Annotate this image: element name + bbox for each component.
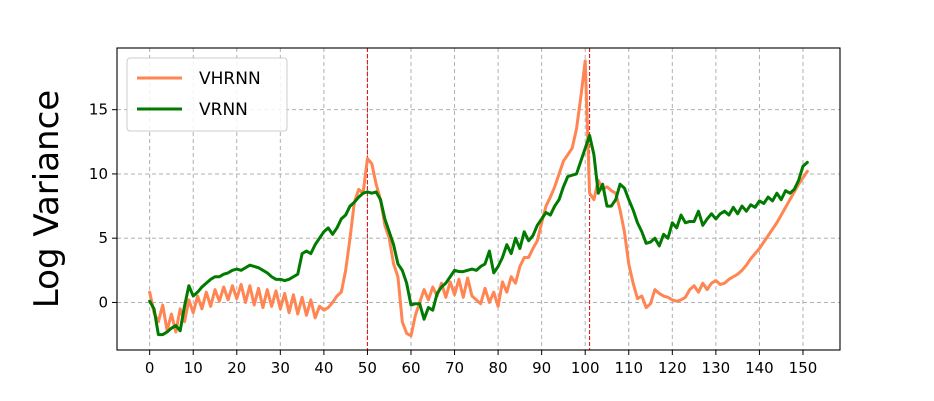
x-tick-label: 70 bbox=[445, 359, 464, 377]
reference-vlines bbox=[366, 48, 591, 350]
x-tick-label: 0 bbox=[145, 359, 155, 377]
x-tick-label: 90 bbox=[532, 359, 551, 377]
series-lines bbox=[148, 59, 809, 338]
legend: VHRNN VRNN bbox=[126, 57, 288, 132]
x-tick-label: 140 bbox=[745, 359, 774, 377]
x-axis-ticks: 0 10 20 30 40 50 60 70 80 90 100 110 120 130 140 150 bbox=[145, 350, 817, 377]
plot-frame bbox=[116, 47, 841, 351]
x-tick-label: 130 bbox=[702, 359, 731, 377]
x-tick-label: 100 bbox=[571, 359, 600, 377]
x-tick-label: 60 bbox=[401, 359, 420, 377]
x-tick-label: 120 bbox=[658, 359, 687, 377]
x-tick-label: 150 bbox=[789, 359, 818, 377]
x-tick-label: 110 bbox=[614, 359, 643, 377]
y-axis-ticks: 0 5 10 15 bbox=[89, 101, 117, 311]
y-axis-label: Log Variance bbox=[27, 90, 67, 308]
series-line-vhrnn bbox=[148, 59, 809, 338]
legend-label: VRNN bbox=[199, 100, 248, 120]
x-tick-label: 80 bbox=[489, 359, 508, 377]
y-tick-label: 5 bbox=[98, 229, 108, 247]
y-tick-label: 0 bbox=[98, 293, 108, 311]
x-tick-label: 50 bbox=[358, 359, 377, 377]
x-tick-label: 10 bbox=[184, 359, 203, 377]
series-line-vrnn bbox=[148, 133, 809, 337]
x-tick-label: 20 bbox=[227, 359, 246, 377]
x-tick-label: 30 bbox=[271, 359, 290, 377]
legend-box bbox=[126, 57, 288, 132]
y-tick-label: 15 bbox=[89, 101, 108, 119]
x-tick-label: 40 bbox=[314, 359, 333, 377]
legend-label: VHRNN bbox=[199, 69, 261, 89]
y-tick-label: 10 bbox=[89, 165, 108, 183]
